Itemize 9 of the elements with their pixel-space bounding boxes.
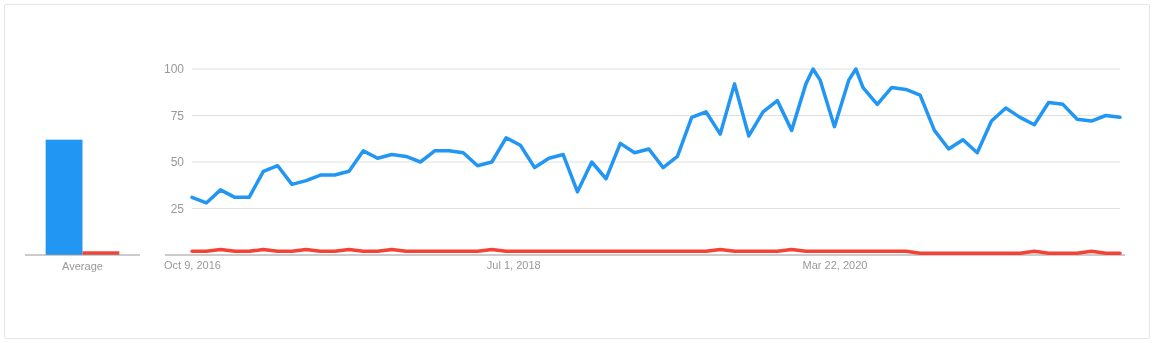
x-tick-label: Oct 9, 2016 — [164, 258, 221, 271]
y-tick-label: 50 — [170, 155, 185, 170]
x-tick-label: Average — [62, 260, 103, 272]
x-tick-label: Jul 1, 2018 — [486, 258, 541, 271]
y-tick-label: 25 — [170, 201, 185, 216]
x-tick-label: Mar 22, 2020 — [802, 258, 868, 271]
line-series — [190, 67, 1122, 205]
y-tick-label: 75 — [170, 108, 185, 123]
y-tick-label: 100 — [163, 62, 185, 77]
